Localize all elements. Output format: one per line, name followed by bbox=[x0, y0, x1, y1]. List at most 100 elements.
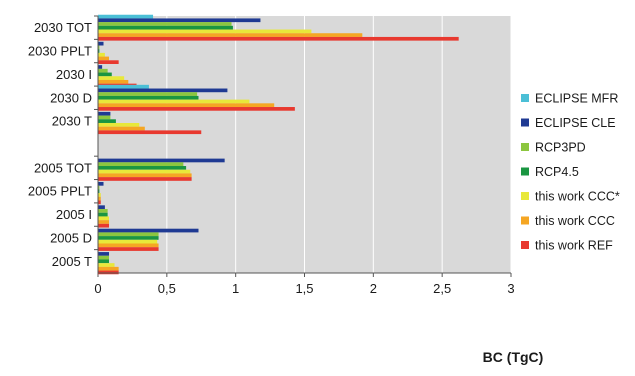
bar bbox=[98, 177, 192, 181]
bar bbox=[98, 56, 110, 61]
bar bbox=[98, 193, 101, 197]
legend-label: RCP4.5 bbox=[535, 165, 579, 179]
legend-label: ECLIPSE CLE bbox=[535, 116, 616, 130]
x-tick-label: 2,5 bbox=[433, 281, 451, 296]
bar bbox=[98, 36, 459, 41]
bar bbox=[98, 200, 101, 205]
bar bbox=[98, 173, 192, 178]
bar bbox=[98, 130, 202, 135]
bar bbox=[98, 162, 184, 167]
bar bbox=[98, 181, 104, 186]
bar bbox=[98, 255, 110, 260]
bar bbox=[98, 111, 111, 116]
bar bbox=[98, 247, 159, 251]
x-axis-title: BC (TgC) bbox=[483, 349, 544, 365]
legend-swatch bbox=[521, 94, 529, 102]
bar bbox=[98, 95, 199, 100]
bar bbox=[98, 25, 233, 30]
bar bbox=[98, 205, 105, 210]
bar bbox=[98, 76, 125, 80]
category-labels: 2030 TOT 2030 PPLT 2030 I 2030 D 2030 T 2005 … bbox=[28, 20, 92, 269]
bar bbox=[98, 88, 228, 93]
bar bbox=[98, 92, 198, 96]
legend-swatch bbox=[521, 118, 529, 127]
bar bbox=[98, 166, 187, 170]
x-tick-label: 2 bbox=[370, 281, 377, 296]
legend-label: ECLIPSE MFR bbox=[535, 92, 618, 106]
bar bbox=[98, 220, 110, 224]
category-label: 2005 PPLT bbox=[28, 184, 92, 199]
bar bbox=[98, 115, 111, 120]
category-label: 2030 D bbox=[50, 90, 92, 105]
bar bbox=[98, 212, 108, 217]
bar bbox=[98, 169, 191, 174]
bar bbox=[98, 189, 100, 194]
bar bbox=[98, 29, 312, 34]
bar bbox=[98, 266, 119, 271]
legend-label: this work CCC bbox=[535, 214, 615, 228]
category-label: 2005 I bbox=[56, 207, 92, 222]
category-label: 2005 D bbox=[50, 230, 92, 245]
bar bbox=[98, 45, 100, 50]
x-tick-label: 0,5 bbox=[158, 281, 176, 296]
gridlines bbox=[97, 16, 512, 277]
bar bbox=[98, 223, 110, 228]
tick-labels: 0 0,5 1 1,5 2 2,5 3 bbox=[94, 281, 514, 296]
bar bbox=[98, 49, 100, 53]
category-label: 2030 PPLT bbox=[28, 44, 92, 59]
bar bbox=[98, 259, 110, 264]
bar bbox=[98, 65, 103, 69]
bar bbox=[98, 41, 104, 46]
bar bbox=[98, 236, 159, 240]
bar bbox=[98, 228, 199, 233]
bar bbox=[98, 158, 225, 163]
bar bbox=[98, 209, 108, 213]
bar bbox=[98, 99, 250, 104]
axes bbox=[94, 15, 511, 274]
category-label: 2005 T bbox=[52, 254, 92, 269]
x-tick-label: 1 bbox=[232, 281, 239, 296]
x-tick-label: 1,5 bbox=[295, 281, 313, 296]
legend-swatch bbox=[521, 216, 529, 225]
bar bbox=[98, 122, 140, 127]
bar bbox=[98, 79, 129, 84]
bar bbox=[98, 216, 110, 221]
category-label: 2030 TOT bbox=[34, 20, 92, 35]
bar bbox=[98, 263, 115, 267]
bar bbox=[98, 119, 116, 123]
bar bbox=[98, 126, 145, 131]
bar bbox=[98, 22, 232, 26]
bar bbox=[98, 232, 159, 237]
legend-swatch bbox=[521, 167, 529, 176]
bar bbox=[98, 243, 159, 248]
category-label: 2005 TOT bbox=[34, 160, 92, 175]
legend: ECLIPSE MFR ECLIPSE CLE RCP3PD RCP4.5 this w… bbox=[521, 92, 620, 253]
bar bbox=[98, 196, 101, 201]
bar bbox=[98, 33, 363, 37]
legend-swatch bbox=[521, 143, 529, 151]
bar bbox=[98, 52, 105, 57]
category-label: 2030 T bbox=[52, 114, 92, 129]
x-tick-label: 0 bbox=[94, 281, 101, 296]
bar bbox=[98, 60, 119, 64]
bar bbox=[98, 252, 110, 256]
bars bbox=[98, 14, 459, 275]
bar bbox=[98, 239, 158, 244]
bar bbox=[98, 18, 261, 23]
category-label: 2030 I bbox=[56, 67, 92, 82]
bar bbox=[98, 14, 154, 19]
bar bbox=[98, 107, 295, 111]
legend-label: RCP3PD bbox=[535, 141, 586, 155]
bar bbox=[98, 84, 149, 89]
legend-swatch bbox=[521, 241, 529, 249]
bar bbox=[98, 185, 100, 190]
legend-swatch bbox=[521, 192, 529, 200]
legend-label: this work CCC* bbox=[535, 190, 620, 204]
legend-label: this work REF bbox=[535, 239, 613, 253]
bar bbox=[98, 103, 275, 108]
bar bbox=[98, 72, 112, 77]
bar bbox=[98, 68, 108, 73]
bar bbox=[98, 270, 119, 275]
x-tick-label: 3 bbox=[507, 281, 514, 296]
